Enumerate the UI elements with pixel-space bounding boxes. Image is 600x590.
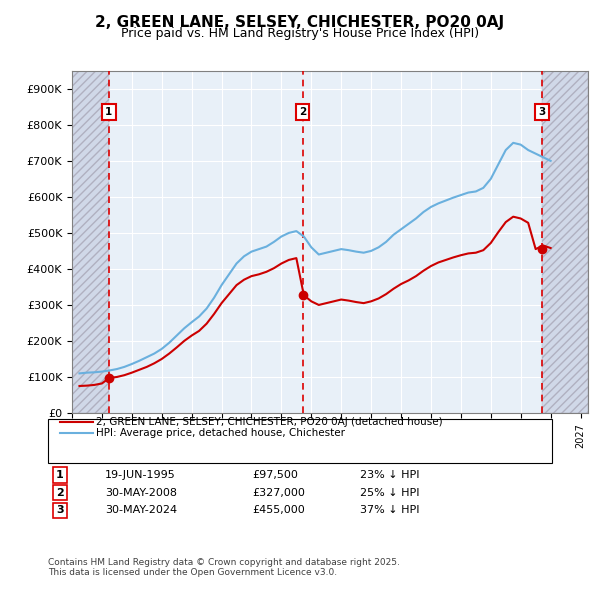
Text: Contains HM Land Registry data © Crown copyright and database right 2025.
This d: Contains HM Land Registry data © Crown c…: [48, 558, 400, 577]
Text: 37% ↓ HPI: 37% ↓ HPI: [360, 506, 419, 515]
Text: 3: 3: [56, 506, 64, 515]
Text: 30-MAY-2024: 30-MAY-2024: [105, 506, 177, 515]
Bar: [72, 71, 109, 413]
Text: £97,500: £97,500: [252, 470, 298, 480]
Text: 3: 3: [538, 107, 545, 117]
Text: £327,000: £327,000: [252, 488, 305, 497]
Text: HPI: Average price, detached house, Chichester: HPI: Average price, detached house, Chic…: [96, 428, 345, 438]
Text: £455,000: £455,000: [252, 506, 305, 515]
Text: Price paid vs. HM Land Registry's House Price Index (HPI): Price paid vs. HM Land Registry's House …: [121, 27, 479, 40]
Text: 2, GREEN LANE, SELSEY, CHICHESTER, PO20 0AJ (detached house): 2, GREEN LANE, SELSEY, CHICHESTER, PO20 …: [96, 417, 443, 427]
Text: 1: 1: [56, 470, 64, 480]
Text: 2: 2: [299, 107, 306, 117]
Text: 19-JUN-1995: 19-JUN-1995: [105, 470, 176, 480]
Text: 2, GREEN LANE, SELSEY, CHICHESTER, PO20 0AJ: 2, GREEN LANE, SELSEY, CHICHESTER, PO20 …: [95, 15, 505, 30]
Text: 1: 1: [105, 107, 112, 117]
Bar: [542, 71, 588, 413]
Text: 25% ↓ HPI: 25% ↓ HPI: [360, 488, 419, 497]
Text: 30-MAY-2008: 30-MAY-2008: [105, 488, 177, 497]
Text: 2: 2: [56, 488, 64, 497]
Text: 23% ↓ HPI: 23% ↓ HPI: [360, 470, 419, 480]
